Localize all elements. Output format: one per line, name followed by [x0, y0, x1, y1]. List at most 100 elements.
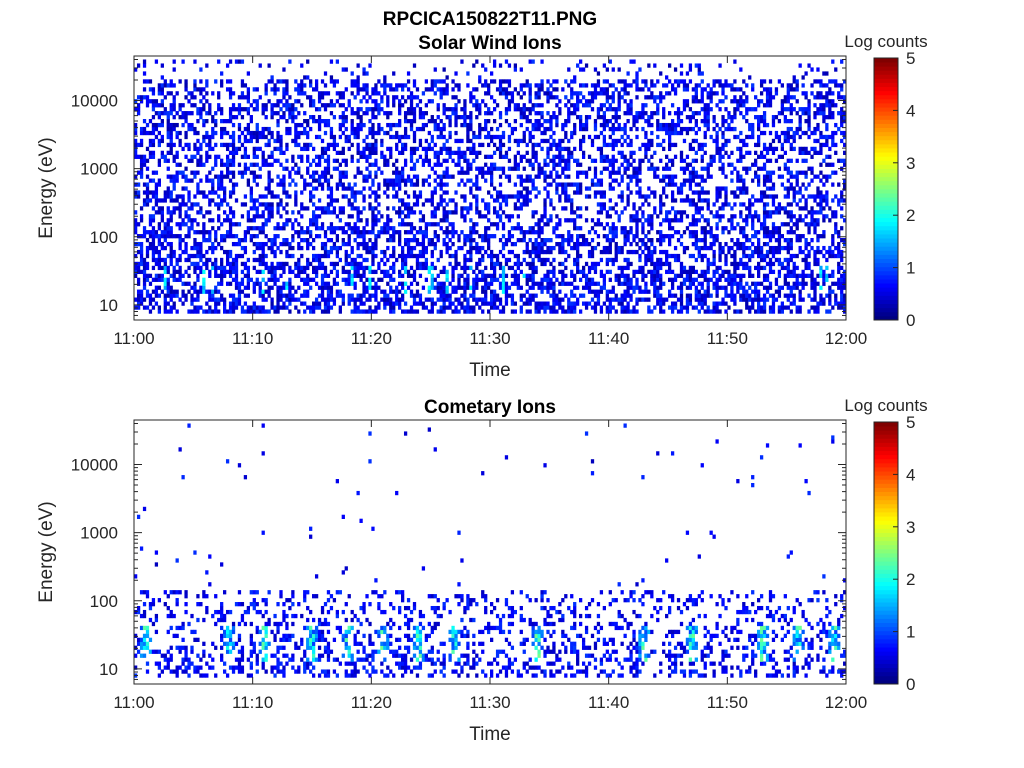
heatmap-cell	[220, 107, 224, 112]
heatmap-cell	[626, 289, 630, 294]
heatmap-cell	[312, 186, 316, 191]
heatmap-cell	[228, 305, 233, 310]
heatmap-cell	[644, 257, 648, 263]
heatmap-cell	[454, 206, 458, 211]
heatmap-cell	[421, 305, 426, 310]
heatmap-cell	[605, 122, 609, 128]
heatmap-cell	[193, 218, 197, 223]
heatmap-cell	[154, 202, 159, 207]
heatmap-cell	[273, 281, 277, 286]
heatmap-cell	[451, 174, 455, 179]
heatmap-cell	[552, 265, 556, 271]
heatmap-cell	[448, 238, 452, 243]
heatmap-cell	[172, 122, 176, 128]
heatmap-cell	[478, 170, 482, 175]
heatmap-cell	[504, 59, 509, 64]
heatmap-cell	[356, 107, 360, 112]
heatmap-cell	[513, 273, 517, 278]
heatmap-cell	[403, 309, 408, 314]
heatmap-cell	[501, 130, 506, 136]
heatmap-cell	[154, 285, 159, 290]
heatmap-cell	[555, 277, 559, 282]
heatmap-cell	[190, 103, 194, 108]
heatmap-cell	[581, 154, 586, 159]
heatmap-cell	[267, 170, 271, 175]
heatmap-cell	[237, 111, 242, 116]
heatmap-cell	[231, 293, 236, 298]
heatmap-cell	[638, 238, 642, 243]
heatmap-cell	[154, 210, 159, 215]
heatmap-cell	[374, 198, 378, 203]
heatmap-cell	[377, 202, 381, 207]
heatmap-cell	[258, 261, 262, 267]
heatmap-cell	[300, 265, 304, 271]
heatmap-cell	[383, 301, 387, 306]
heatmap-cell	[409, 91, 414, 96]
heatmap-cell	[650, 238, 654, 243]
heatmap-cell	[261, 245, 265, 251]
heatmap-cell	[665, 249, 669, 255]
heatmap-cell	[362, 146, 366, 152]
heatmap-cell	[142, 130, 147, 136]
heatmap-cell	[433, 301, 437, 306]
heatmap-cell	[576, 95, 580, 100]
heatmap-cell	[172, 253, 176, 259]
heatmap-cell	[516, 273, 520, 278]
heatmap-cell	[320, 277, 325, 282]
heatmap-cell	[442, 111, 446, 116]
heatmap-cell	[211, 245, 215, 251]
heatmap-cell	[380, 107, 384, 112]
heatmap-cell	[504, 150, 509, 155]
heatmap-cell	[463, 269, 467, 275]
heatmap-cell	[561, 261, 565, 267]
heatmap-cell	[466, 134, 470, 140]
heatmap-cell	[338, 95, 342, 100]
heatmap-cell	[495, 226, 500, 231]
heatmap-cell	[264, 142, 268, 148]
heatmap-cell	[490, 297, 494, 302]
heatmap-cell	[178, 79, 182, 84]
heatmap-cell	[237, 103, 242, 108]
heatmap-cell	[306, 238, 310, 243]
heatmap-cell	[220, 162, 224, 167]
heatmap-cell	[635, 166, 639, 171]
heatmap-cell	[576, 257, 580, 263]
heatmap-cell	[326, 158, 331, 163]
heatmap-cell	[139, 99, 144, 104]
heatmap-cell	[564, 134, 568, 140]
heatmap-cell	[317, 198, 322, 203]
heatmap-cell	[531, 107, 535, 112]
heatmap-cell	[246, 182, 250, 187]
heatmap-cell	[356, 210, 360, 215]
heatmap-cell	[614, 170, 618, 175]
heatmap-cell	[255, 269, 259, 275]
heatmap-cell	[442, 218, 446, 223]
heatmap-cell	[513, 309, 517, 314]
heatmap-cell	[386, 186, 390, 191]
heatmap-cell	[668, 241, 672, 247]
heatmap-cell	[335, 166, 339, 171]
heatmap-cell	[581, 265, 586, 271]
heatmap-cell	[288, 265, 292, 271]
heatmap-cell	[501, 234, 506, 239]
heatmap-cell	[231, 234, 236, 239]
heatmap-cell	[412, 107, 417, 112]
heatmap-cell	[573, 305, 577, 310]
heatmap-cell	[534, 91, 538, 96]
heatmap-cell	[481, 166, 485, 171]
heatmap-cell	[255, 234, 259, 239]
heatmap-cell	[386, 257, 390, 263]
heatmap-cell	[386, 281, 390, 286]
heatmap-cell	[504, 257, 509, 263]
heatmap-cell	[377, 301, 381, 306]
heatmap-cell	[543, 138, 547, 144]
heatmap-cell	[442, 122, 446, 128]
heatmap-cell	[590, 277, 595, 282]
heatmap-cell	[534, 194, 538, 199]
heatmap-cell	[534, 293, 538, 298]
heatmap-cell	[555, 162, 559, 167]
heatmap-cell	[611, 297, 615, 302]
heatmap-cell	[202, 238, 206, 243]
heatmap-cell	[593, 281, 598, 286]
heatmap-cell	[445, 150, 449, 155]
